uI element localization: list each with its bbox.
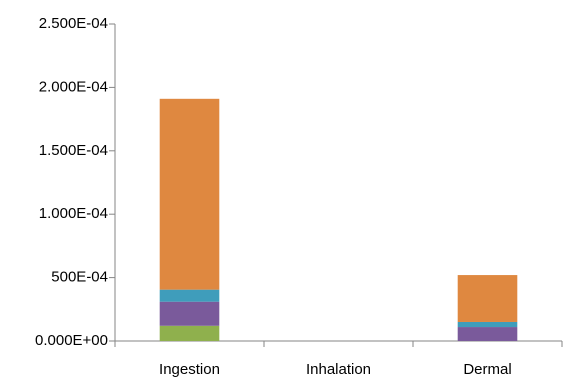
y-tick-label: 1.000E-04	[39, 205, 108, 222]
y-tick-label: 1.500E-04	[39, 142, 108, 159]
bar-segment	[159, 325, 220, 341]
bar-segment	[159, 301, 220, 326]
y-tick-label: 2.000E-04	[39, 78, 108, 95]
y-tick-label: 0.000E+00	[35, 332, 108, 349]
bar-segment	[457, 321, 518, 328]
y-tick-label: 2.500E-04	[39, 15, 108, 32]
x-tick-label: Dermal	[463, 361, 511, 378]
y-tick-label: 500E-04	[51, 269, 108, 286]
bar-segment	[457, 327, 518, 341]
bar-segment	[159, 289, 220, 302]
x-tick-label: Ingestion	[159, 361, 220, 378]
x-tick-label: Inhalation	[306, 361, 371, 378]
bar-segment	[457, 275, 518, 322]
bar-segment	[159, 98, 220, 290]
